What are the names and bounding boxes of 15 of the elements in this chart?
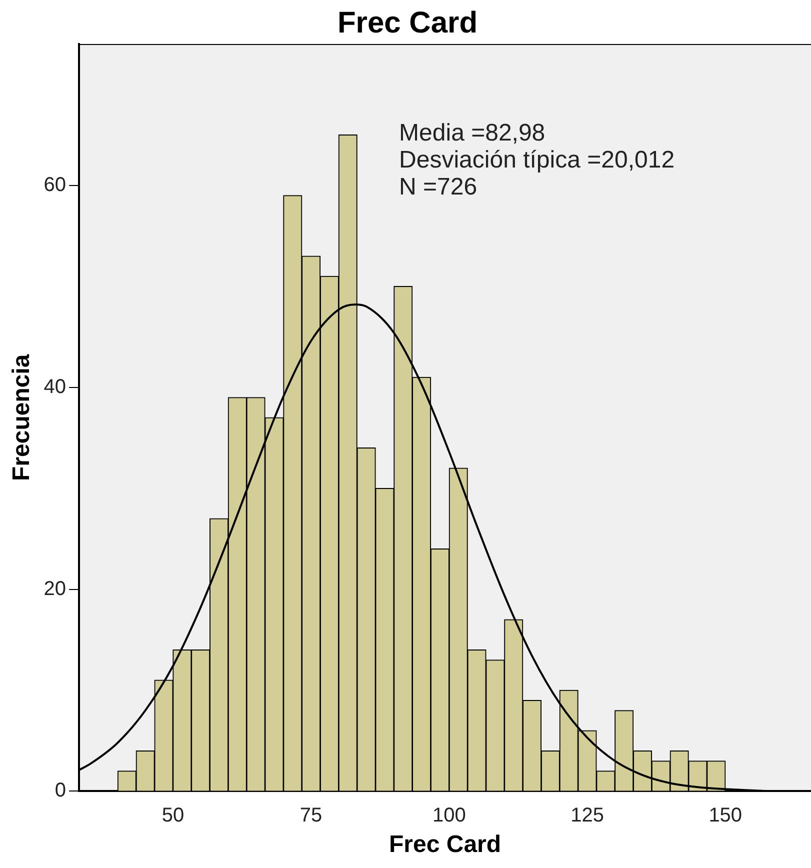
y-tick-label: 60 <box>44 174 66 196</box>
y-tick-label: 40 <box>44 376 66 398</box>
annotation: Media =82,98 <box>399 120 546 147</box>
annotation: Desviación típica =20,012 <box>399 146 675 174</box>
x-tick-label: 75 <box>300 804 322 827</box>
chart-title: Frec Card <box>337 6 478 40</box>
x-tick-label: 125 <box>570 804 604 827</box>
y-tick-label: 20 <box>44 578 66 600</box>
x-tick-label: 50 <box>162 804 184 827</box>
x-axis-title: Frec Card <box>389 831 502 858</box>
annotation: N =726 <box>399 174 478 201</box>
y-tick-label: 0 <box>54 780 66 802</box>
x-tick-label: 150 <box>708 804 742 827</box>
y-axis-title: Frecuencia <box>8 354 36 481</box>
x-tick-label: 100 <box>432 804 466 827</box>
